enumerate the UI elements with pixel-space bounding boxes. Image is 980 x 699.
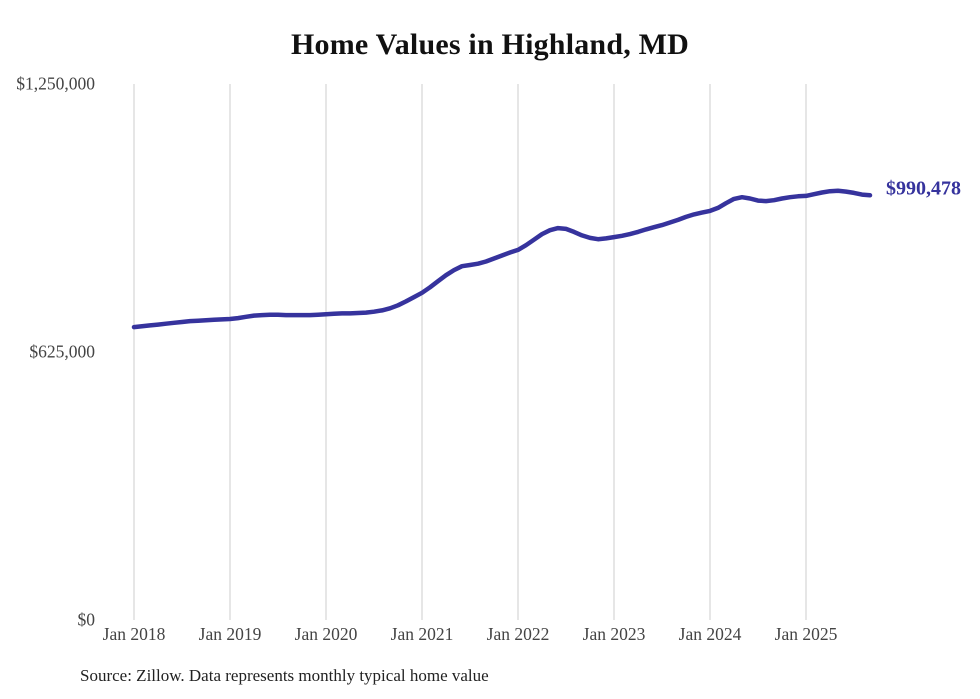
x-axis-tick-label: Jan 2020: [294, 624, 358, 644]
x-axis-tick-label: Jan 2025: [774, 624, 838, 644]
y-axis-tick-label: $1,250,000: [16, 73, 95, 94]
x-axis-tick-label: Jan 2022: [486, 624, 550, 644]
y-axis-tick-label: $625,000: [29, 341, 95, 362]
source-caption: Source: Zillow. Data represents monthly …: [80, 666, 489, 685]
chart-title: Home Values in Highland, MD: [291, 28, 689, 61]
x-axis-tick-label: Jan 2023: [582, 624, 646, 644]
x-axis-tick-label: Jan 2019: [198, 624, 262, 644]
x-axis-tick-label: Jan 2021: [390, 624, 454, 644]
y-axis-tick-label: $0: [77, 609, 96, 630]
home-value-line: [131, 188, 873, 330]
series-end-value-label: $990,478: [886, 177, 961, 200]
x-axis-tick-label: Jan 2018: [102, 624, 166, 644]
x-axis-tick-label: Jan 2024: [678, 624, 742, 644]
